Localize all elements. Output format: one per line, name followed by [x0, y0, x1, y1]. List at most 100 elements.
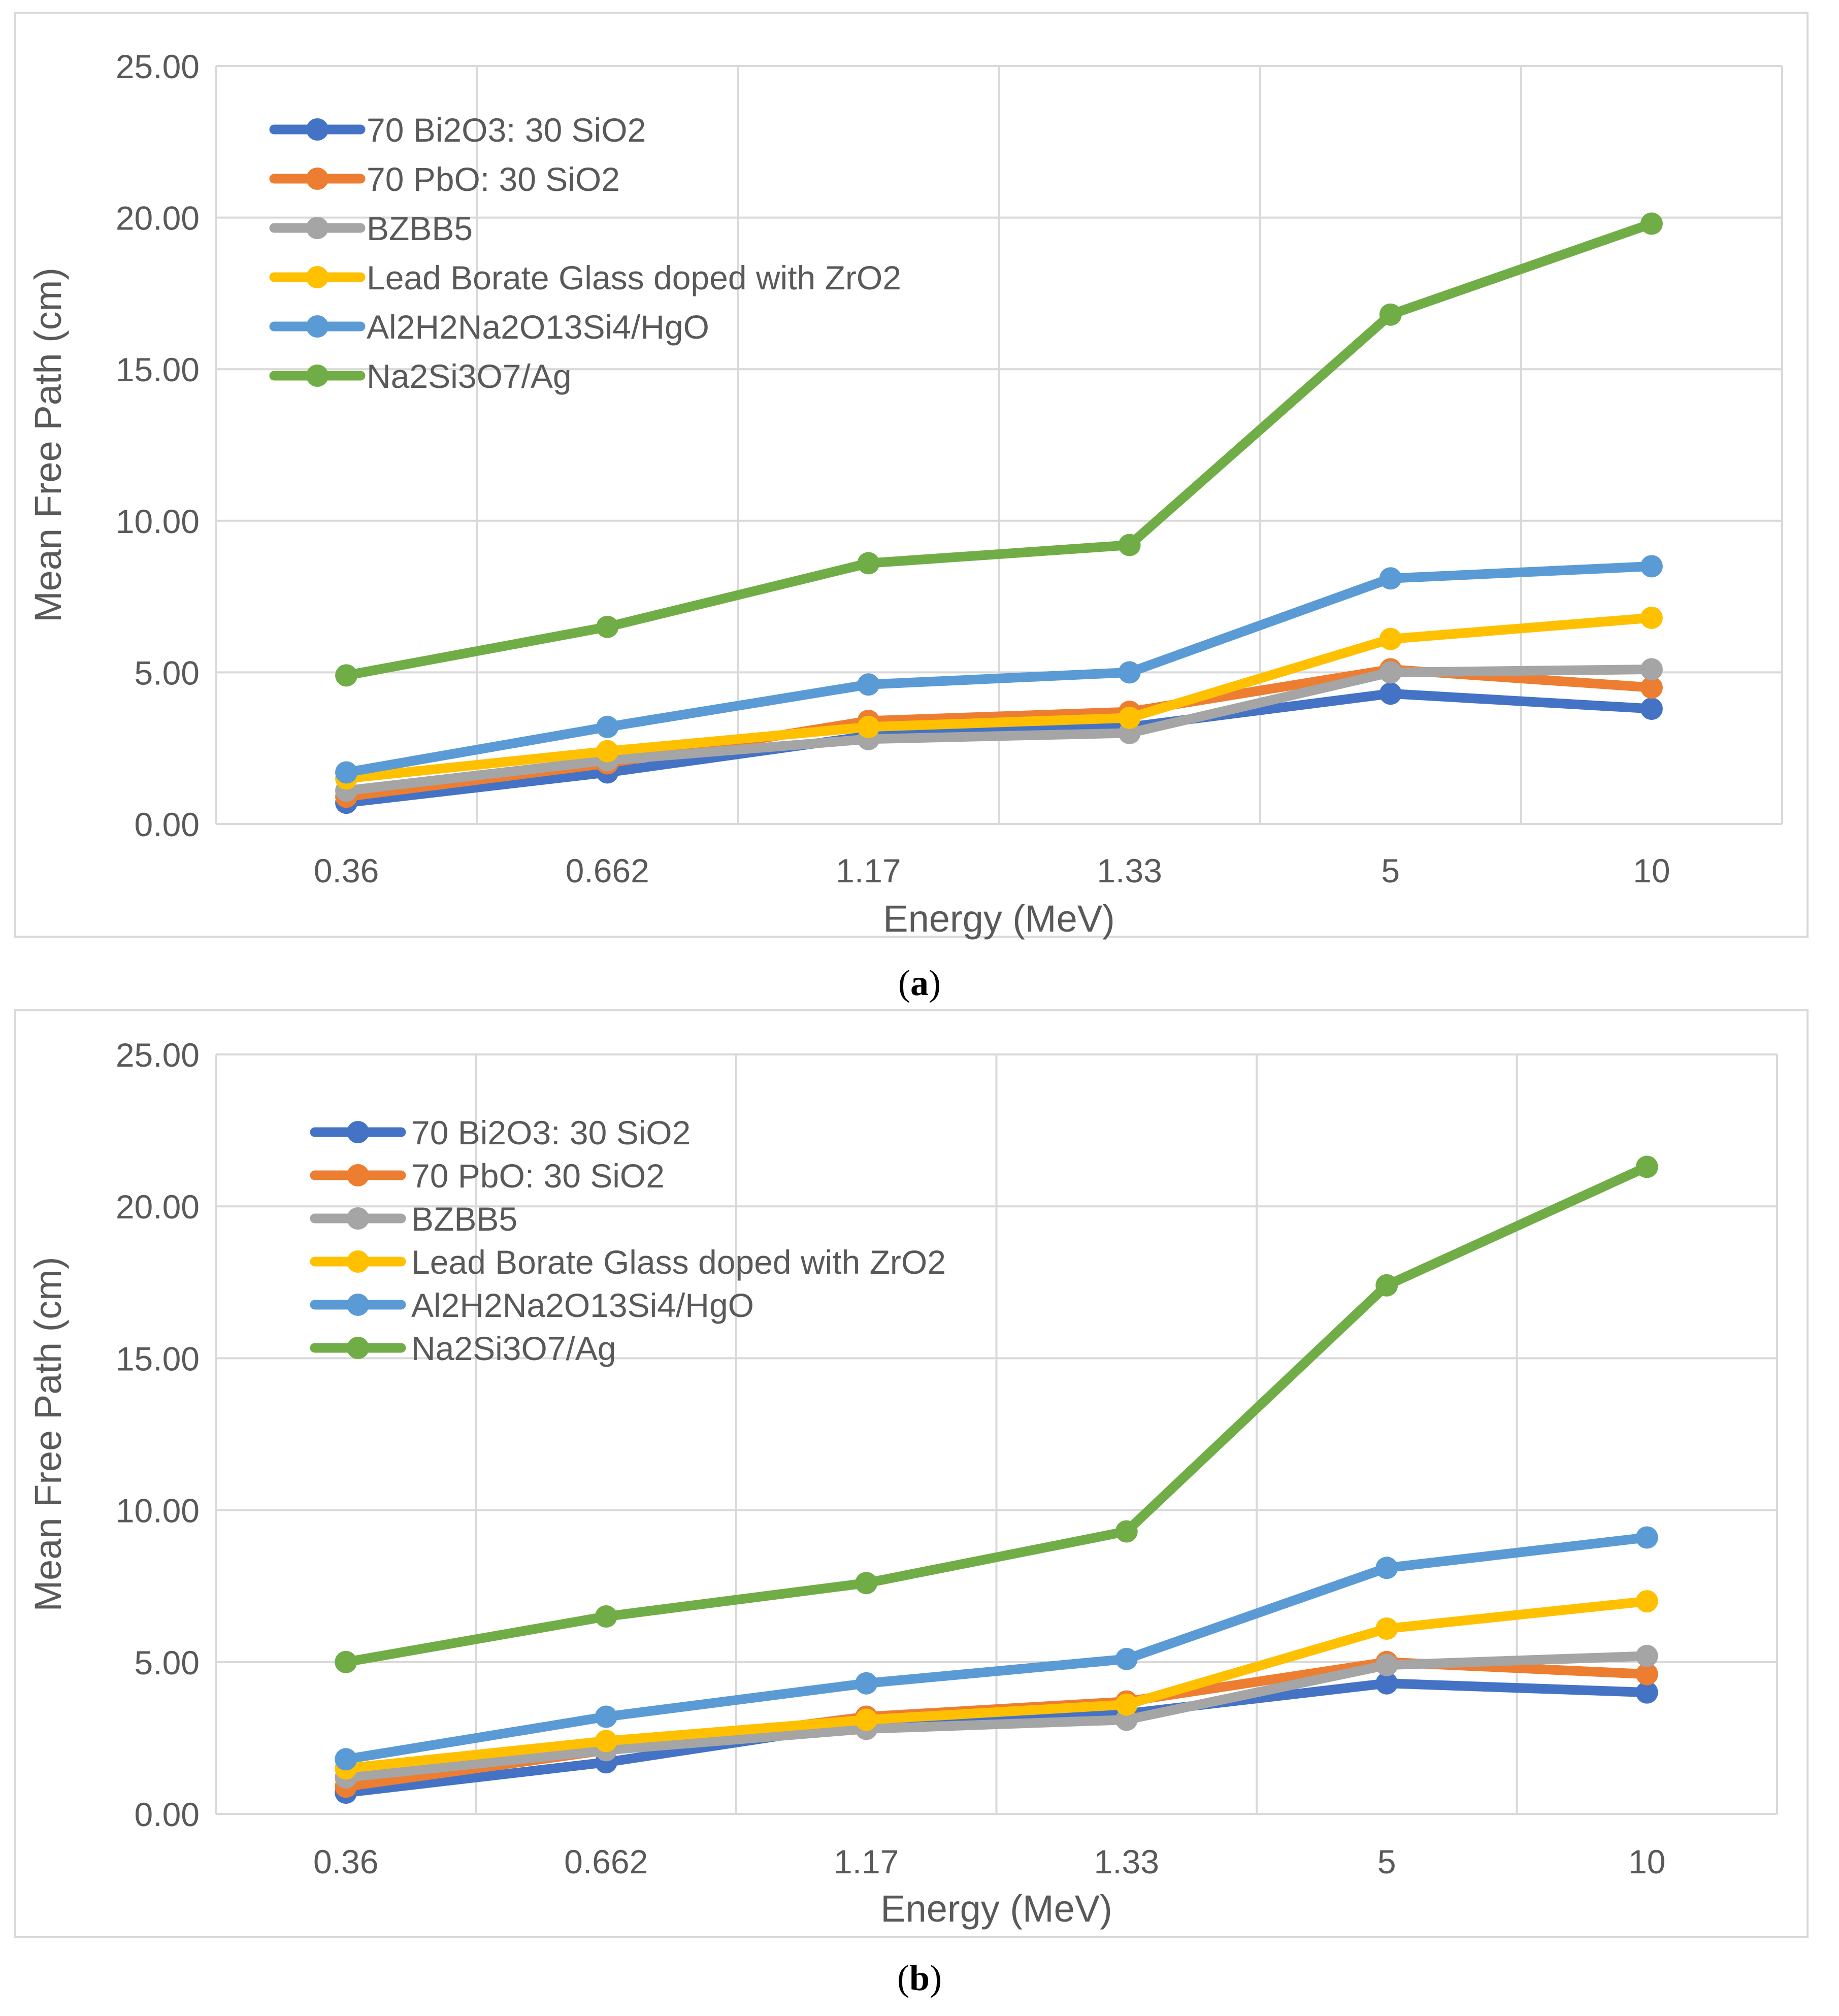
chart-panel-a: 0.00 5.00 10.00 15.00 20.00 25.00 0.36 0.662 1.1… [14, 12, 1809, 1003]
series-line [341, 1162, 1652, 1667]
legend-entry-label: Lead Borate Glass doped with ZrO2 [411, 1243, 946, 1281]
legend-swatch-marker [306, 168, 329, 190]
data-point [1640, 555, 1663, 578]
y-tick-label: 5.00 [135, 654, 200, 691]
data-point [1375, 1274, 1398, 1297]
legend-entry-label: Al2H2Na2O13Si4/HgO [367, 308, 709, 346]
chart-border [14, 12, 1809, 938]
legend-entry-label: Al2H2Na2O13Si4/HgO [411, 1286, 754, 1324]
x-tick-label: 5 [1381, 852, 1400, 889]
data-point [595, 1605, 617, 1628]
legend-entry-label: 70 PbO: 30 SiO2 [367, 160, 620, 198]
data-point [1635, 1590, 1658, 1613]
legend: 70 Bi2O3: 30 SiO2 70 PbO: 30 SiO2 BZBB5 Lea… [269, 111, 901, 395]
series-line [341, 664, 1657, 796]
data-point [1640, 676, 1663, 699]
legend-swatch-marker [347, 1337, 369, 1359]
x-tick-label: 0.662 [564, 1843, 648, 1880]
data-point [335, 1748, 357, 1771]
legend-entry-label: Lead Borate Glass doped with ZrO2 [367, 259, 901, 296]
legend-swatch-marker [306, 315, 329, 338]
data-point [1115, 1693, 1138, 1716]
series-3 [335, 1590, 1658, 1780]
y-tick-label: 15.00 [116, 351, 200, 388]
legend-entry-label: 70 Bi2O3: 30 SiO2 [367, 111, 646, 149]
legend-swatch-marker [347, 1121, 369, 1143]
x-tick-label: 10 [1628, 1843, 1665, 1880]
legend-swatch-marker [347, 1207, 369, 1230]
legend-entry-label: BZBB5 [411, 1200, 517, 1238]
y-tick-label: 25.00 [116, 1036, 200, 1074]
data-point [1375, 1557, 1398, 1579]
legend-entry-label: Na2Si3O7/Ag [367, 357, 572, 395]
data-point [1635, 1526, 1658, 1549]
x-axis-title: Energy (MeV) [883, 898, 1114, 940]
series-line [341, 1651, 1652, 1782]
series-line [341, 561, 1657, 777]
y-tick-label: 25.00 [116, 48, 200, 85]
data-point [1118, 661, 1141, 684]
data-point [335, 1650, 357, 1673]
data-point [596, 715, 619, 738]
legend: 70 Bi2O3: 30 SiO2 70 PbO: 30 SiO2 BZBB5 Lea… [310, 1114, 946, 1367]
data-point [1640, 606, 1663, 629]
data-point [1375, 1672, 1398, 1695]
data-point [855, 1708, 878, 1731]
x-tick-label: 10 [1633, 852, 1670, 889]
data-point [1635, 1681, 1658, 1704]
x-tick-label: 1.33 [1094, 1843, 1159, 1880]
data-point [855, 1572, 878, 1595]
data-point [1640, 212, 1663, 235]
panel-label: (a) [898, 963, 941, 1003]
data-point [1379, 627, 1402, 650]
series-line [341, 1596, 1652, 1773]
data-point [1375, 1654, 1398, 1676]
series-4 [335, 1526, 1658, 1771]
data-point [335, 664, 358, 687]
panel-label: (b) [897, 1958, 942, 1998]
legend-swatch-marker [347, 1250, 369, 1273]
data-point [1379, 567, 1402, 590]
data-point [595, 1730, 617, 1753]
legend-entry-label: Na2Si3O7/Ag [411, 1330, 616, 1367]
data-point [1640, 658, 1663, 681]
x-tick-label: 0.36 [314, 852, 379, 889]
y-tick-label: 15.00 [116, 1340, 200, 1377]
chart-panel-b: 0.00 5.00 10.00 15.00 20.00 25.00 0.36 0.662 1.1… [14, 1009, 1809, 1998]
x-tick-label: 1.17 [836, 852, 901, 889]
series-line [341, 613, 1657, 783]
series-line [341, 1678, 1652, 1798]
data-point [1640, 698, 1663, 720]
data-point [855, 1672, 878, 1695]
y-tick-label: 5.00 [135, 1644, 200, 1681]
y-tick-label: 0.00 [135, 1796, 200, 1833]
data-point [1635, 1644, 1658, 1667]
data-point [595, 1705, 617, 1728]
data-point [1379, 661, 1402, 684]
data-point [1115, 1520, 1138, 1543]
y-tick-label: 20.00 [116, 200, 200, 237]
data-point [1115, 1647, 1138, 1670]
data-point [1635, 1155, 1658, 1178]
series-line [341, 1532, 1652, 1764]
legend-swatch-marker [306, 266, 329, 288]
chart-border [14, 1009, 1809, 1938]
legend-swatch-marker [347, 1164, 369, 1186]
data-point [857, 715, 880, 738]
legend-swatch-marker [306, 217, 329, 239]
legend-entry-label: 70 PbO: 30 SiO2 [411, 1157, 665, 1195]
data-point [335, 761, 358, 784]
data-point [596, 615, 619, 638]
y-tick-label: 20.00 [116, 1188, 200, 1226]
legend-entry-label: BZBB5 [367, 210, 473, 247]
y-tick-label: 10.00 [116, 1492, 200, 1530]
series-5 [335, 212, 1663, 687]
y-tick-label: 0.00 [135, 806, 200, 843]
x-tick-label: 0.36 [313, 1843, 378, 1880]
x-tick-label: 1.17 [834, 1843, 899, 1880]
legend-swatch-marker [306, 118, 329, 141]
series-5 [335, 1155, 1658, 1673]
legend-entry-label: 70 Bi2O3: 30 SiO2 [411, 1114, 691, 1151]
data-point [1635, 1663, 1658, 1685]
